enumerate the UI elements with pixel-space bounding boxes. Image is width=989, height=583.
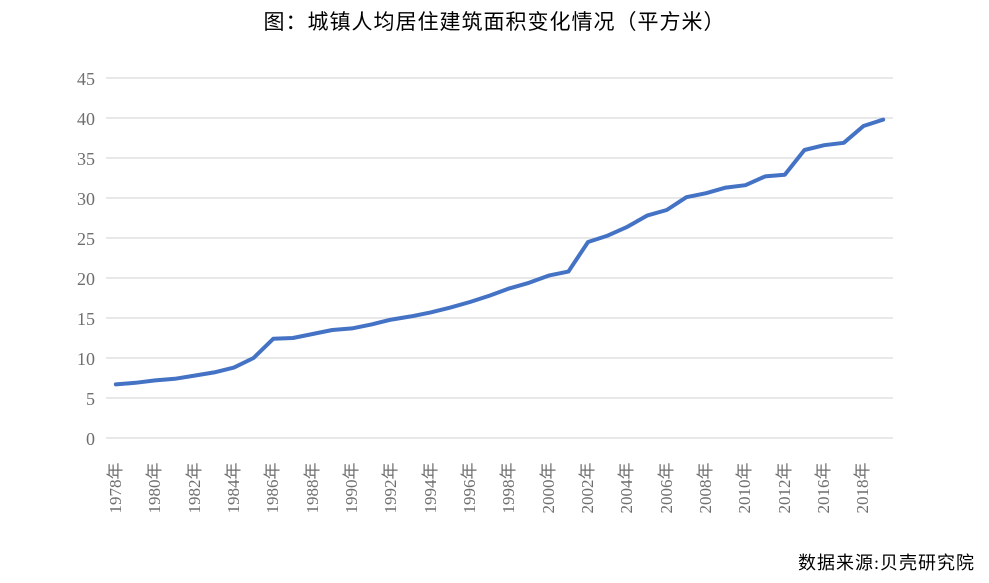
x-axis-tick-label: 2002年	[578, 462, 598, 514]
x-axis-tick-label: 1978年	[105, 462, 125, 514]
y-axis-tick-label: 15	[77, 309, 95, 329]
x-axis-tick-label: 1988年	[302, 462, 322, 514]
x-axis-tick-label: 1994年	[420, 462, 440, 514]
y-axis-tick-label: 30	[77, 189, 95, 209]
data-source-note: 数据来源:贝壳研究院	[797, 553, 975, 573]
x-axis-tick-label: 2004年	[617, 462, 637, 514]
x-axis-tick-label: 1986年	[263, 462, 283, 514]
chart-title: 图：城镇人均居住建筑面积变化情况（平方米）	[263, 10, 726, 34]
x-axis-tick-label: 1992年	[381, 462, 401, 514]
y-axis-tick-label: 45	[77, 69, 95, 89]
x-axis-tick-label: 1998年	[499, 462, 519, 514]
x-axis-tick-label: 2000年	[538, 462, 558, 514]
y-axis-tick-label: 25	[77, 229, 95, 249]
y-axis-tick-label: 0	[86, 429, 95, 449]
x-axis-tick-label: 1984年	[223, 462, 243, 514]
x-axis-tick-label: 2006年	[656, 462, 676, 514]
y-axis-tick-label: 40	[77, 109, 95, 129]
data-line-series	[113, 117, 886, 387]
x-axis-tick-label: 2016年	[814, 462, 834, 514]
x-axis-tick-label: 1982年	[184, 462, 204, 514]
x-axis-tick-label: 1990年	[341, 462, 361, 514]
x-axis-tick-label: 1996年	[459, 462, 479, 514]
y-axis-tick-label: 35	[77, 149, 95, 169]
x-axis-tick-label: 2010年	[735, 462, 755, 514]
x-axis-tick-label: 2008年	[696, 462, 716, 514]
y-axis-tick-label: 10	[77, 349, 95, 369]
x-axis-tick-label: 2018年	[853, 462, 873, 514]
y-axis-tick-label: 20	[77, 269, 95, 289]
y-axis-tick-label: 5	[86, 389, 95, 409]
x-axis-tick-label: 1980年	[145, 462, 165, 514]
x-axis-tick-label: 2012年	[774, 462, 794, 514]
